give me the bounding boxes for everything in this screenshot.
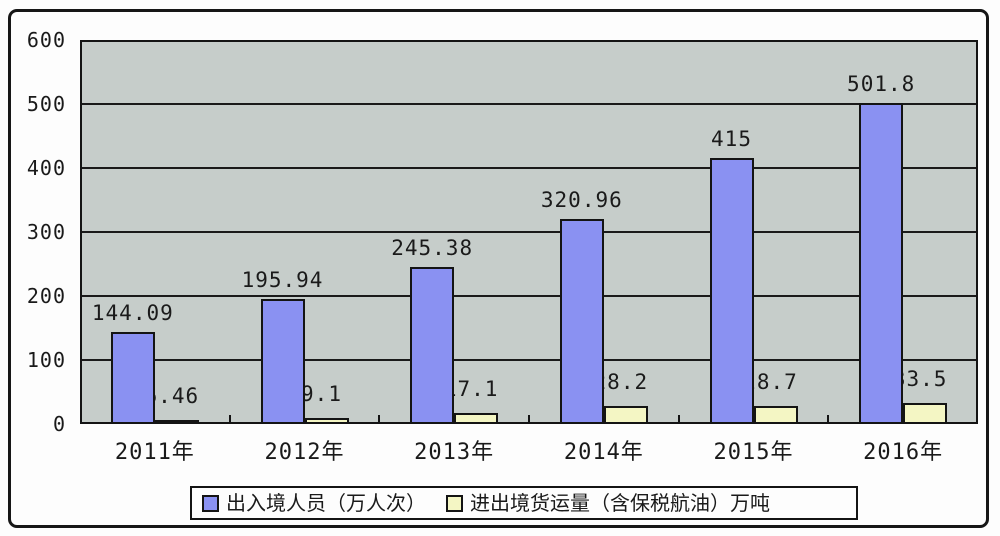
value-label-personnel: 195.94 <box>241 267 324 292</box>
y-axis-label-100: 100 <box>26 348 66 372</box>
legend-label-personnel: 出入境人员（万人次） <box>226 491 426 515</box>
value-label-personnel: 320.96 <box>540 187 623 212</box>
value-label-personnel: 144.09 <box>91 300 174 325</box>
bar-cargo-2015年 <box>753 405 798 424</box>
x-axis-label-2013年: 2013年 <box>414 440 495 465</box>
legend-label-cargo: 进出境货运量（含保税航油）万吨 <box>470 491 770 515</box>
gridline-300 <box>80 231 978 233</box>
gridline-400 <box>80 167 978 169</box>
value-label-personnel: 501.8 <box>847 71 916 96</box>
bar-personnel-2013年 <box>410 266 455 424</box>
value-label-cargo: 9.1 <box>301 382 342 407</box>
bar-cargo-2016年 <box>903 402 948 424</box>
y-axis-label-0: 0 <box>52 412 66 436</box>
value-label-cargo: 17.1 <box>443 377 499 402</box>
x-axis-label-2015年: 2015年 <box>713 440 794 465</box>
bar-personnel-2012年 <box>260 298 305 424</box>
x-axis-tick <box>827 415 830 424</box>
plot-area: 6.46 144.09 9.1 195.94 17.1 245.38 28.2 320.96 2… <box>80 40 978 424</box>
bar-personnel-2011年 <box>110 331 155 424</box>
value-label-cargo: 28.2 <box>593 369 649 394</box>
bar-personnel-2016年 <box>859 102 904 424</box>
x-axis-tick <box>528 415 530 424</box>
x-axis-label-2011年: 2011年 <box>114 440 195 465</box>
legend-swatch-personnel <box>202 494 219 512</box>
y-axis-label-200: 200 <box>26 284 66 308</box>
bar-personnel-2014年 <box>559 218 604 424</box>
value-label-personnel: 415 <box>711 127 752 152</box>
legend-swatch-cargo <box>446 494 463 512</box>
legend-item-personnel: 出入境人员（万人次） <box>202 491 426 515</box>
gridline-100 <box>80 359 978 361</box>
bar-cargo-2013年 <box>454 413 499 424</box>
y-axis-label-400: 400 <box>26 156 66 180</box>
y-axis-label-600: 600 <box>26 28 66 52</box>
x-axis-label-2012年: 2012年 <box>264 440 345 465</box>
legend: 出入境人员（万人次） 进出境货运量（含保税航油）万吨 <box>190 486 858 520</box>
y-axis-label-300: 300 <box>26 220 66 244</box>
bar-cargo-2012年 <box>304 418 349 424</box>
y-axis-label-500: 500 <box>26 92 66 116</box>
value-label-cargo: 28.7 <box>743 369 798 394</box>
bar-personnel-2015年 <box>709 158 754 424</box>
value-label-cargo: 33.5 <box>892 366 948 391</box>
bar-cargo-2014年 <box>603 405 648 424</box>
value-label-personnel: 245.38 <box>391 235 474 260</box>
gridline-200 <box>80 295 978 297</box>
value-label-cargo: 6.46 <box>144 383 200 408</box>
legend-item-cargo: 进出境货运量（含保税航油）万吨 <box>446 491 770 515</box>
x-axis-tick <box>378 415 381 424</box>
x-axis-label-2016年: 2016年 <box>863 440 944 465</box>
gridline-500 <box>80 103 978 105</box>
bar-cargo-2011年 <box>154 419 199 424</box>
x-axis-label-2014年: 2014年 <box>563 440 644 465</box>
x-axis-tick <box>677 415 680 424</box>
x-axis-tick <box>228 415 231 424</box>
